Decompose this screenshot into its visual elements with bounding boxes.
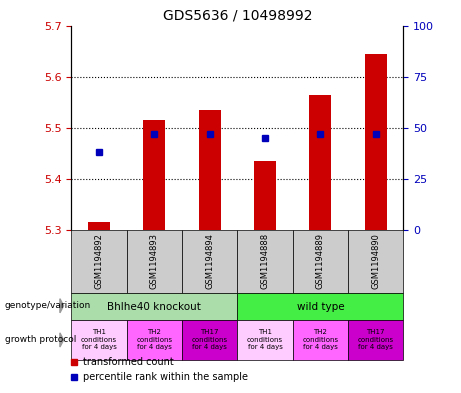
- Bar: [237, 230, 293, 293]
- Bar: [293, 230, 348, 293]
- Bar: [88, 222, 110, 230]
- Bar: [182, 230, 237, 293]
- Text: percentile rank within the sample: percentile rank within the sample: [83, 372, 248, 382]
- Polygon shape: [60, 333, 64, 347]
- Bar: [143, 120, 165, 230]
- Bar: [293, 320, 348, 360]
- Polygon shape: [60, 299, 64, 313]
- Text: Bhlhe40 knockout: Bhlhe40 knockout: [107, 301, 201, 312]
- Text: GSM1194893: GSM1194893: [150, 233, 159, 289]
- Bar: [237, 293, 403, 320]
- Bar: [254, 161, 276, 230]
- Title: GDS5636 / 10498992: GDS5636 / 10498992: [163, 9, 312, 23]
- Bar: [199, 110, 221, 230]
- Bar: [71, 293, 237, 320]
- Bar: [237, 320, 293, 360]
- Text: wild type: wild type: [296, 301, 344, 312]
- Text: growth protocol: growth protocol: [5, 336, 76, 344]
- Text: genotype/variation: genotype/variation: [5, 301, 91, 310]
- Text: TH17
conditions
for 4 days: TH17 conditions for 4 days: [192, 329, 228, 351]
- Bar: [71, 230, 127, 293]
- Text: TH1
conditions
for 4 days: TH1 conditions for 4 days: [81, 329, 117, 351]
- Text: GSM1194889: GSM1194889: [316, 233, 325, 289]
- Text: TH2
conditions
for 4 days: TH2 conditions for 4 days: [136, 329, 172, 351]
- Bar: [348, 320, 403, 360]
- Bar: [309, 94, 331, 230]
- Text: TH2
conditions
for 4 days: TH2 conditions for 4 days: [302, 329, 338, 351]
- Bar: [365, 53, 387, 230]
- Text: TH1
conditions
for 4 days: TH1 conditions for 4 days: [247, 329, 283, 351]
- Bar: [127, 320, 182, 360]
- Text: transformed count: transformed count: [83, 356, 174, 367]
- Text: GSM1194892: GSM1194892: [95, 233, 104, 289]
- Text: GSM1194890: GSM1194890: [371, 233, 380, 289]
- Bar: [182, 320, 237, 360]
- Bar: [348, 230, 403, 293]
- Text: TH17
conditions
for 4 days: TH17 conditions for 4 days: [358, 329, 394, 351]
- Text: GSM1194894: GSM1194894: [205, 233, 214, 289]
- Text: GSM1194888: GSM1194888: [260, 233, 270, 289]
- Bar: [71, 320, 127, 360]
- Bar: [127, 230, 182, 293]
